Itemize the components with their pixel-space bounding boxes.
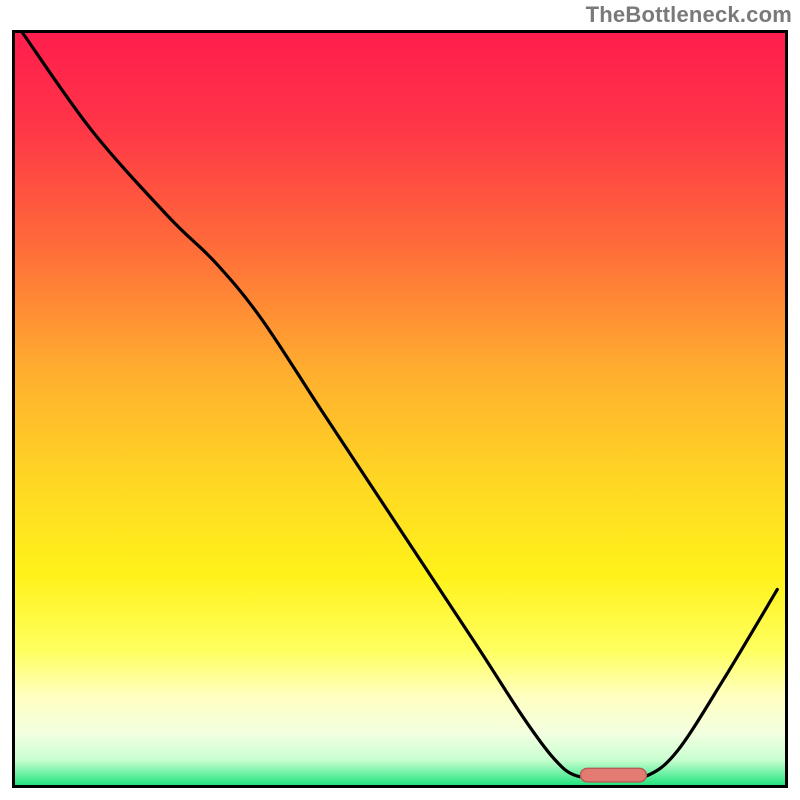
gradient-background [14, 32, 787, 787]
plot-svg [12, 30, 788, 788]
plot-area [12, 30, 788, 788]
chart-root: TheBottleneck.com [0, 0, 800, 800]
watermark-text: TheBottleneck.com [586, 2, 792, 28]
optimal-range-marker [580, 768, 646, 782]
